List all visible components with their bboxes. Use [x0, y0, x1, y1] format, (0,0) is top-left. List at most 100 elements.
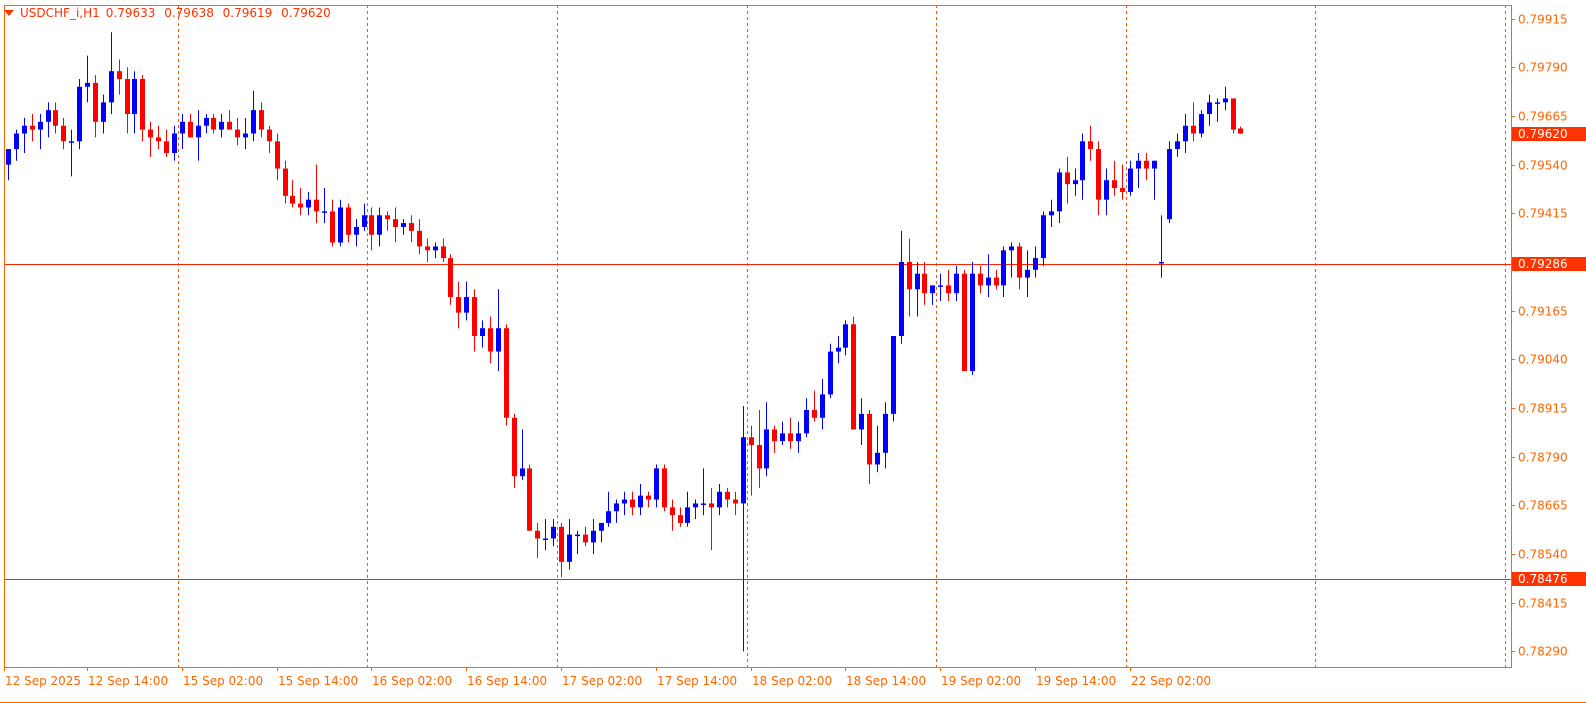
candle-body [685, 507, 690, 523]
candle [1159, 215, 1164, 278]
time-tick-label: 15 Sep 02:00 [183, 674, 263, 688]
candle-body [441, 246, 446, 259]
time-tick-label: 16 Sep 02:00 [372, 674, 452, 688]
candle-body [1199, 114, 1204, 134]
candle [638, 483, 643, 516]
candle-body [409, 223, 414, 231]
price-tick-label: 0.78290 [1518, 645, 1568, 659]
candle-body [938, 285, 943, 287]
candle [211, 114, 216, 134]
candle-body [298, 203, 303, 208]
time-tick-label: 17 Sep 02:00 [562, 674, 642, 688]
close-value: 0.79620 [281, 6, 331, 20]
candle [685, 491, 690, 527]
dropdown-triangle-icon[interactable] [4, 10, 14, 16]
candle-body [1191, 125, 1196, 134]
candle [409, 215, 414, 243]
candle-body [915, 273, 920, 290]
candle [140, 75, 145, 142]
candle [875, 425, 880, 473]
candle-body [243, 133, 248, 138]
candle [227, 110, 232, 130]
candle-body [1231, 98, 1236, 130]
candle [267, 125, 272, 153]
candle [1167, 141, 1172, 224]
candle [243, 117, 248, 150]
candle-body [1017, 246, 1022, 278]
candle [970, 262, 975, 375]
candle-body [417, 230, 422, 247]
candle [93, 75, 98, 138]
candle [1136, 152, 1141, 189]
candle [851, 316, 856, 430]
candle [986, 254, 991, 298]
price-tick-label: 0.79165 [1518, 305, 1568, 319]
time-tick-label: 18 Sep 02:00 [752, 674, 832, 688]
candle [219, 114, 224, 138]
candle [843, 320, 848, 356]
candle-body [1096, 149, 1101, 200]
candle [1088, 125, 1093, 161]
candle-body [425, 246, 430, 251]
time-tick-label: 15 Sep 14:00 [278, 674, 358, 688]
candle [512, 413, 517, 488]
candle-body [812, 409, 817, 418]
open-value: 0.79633 [105, 6, 156, 20]
candle [1238, 126, 1243, 134]
candle [527, 464, 532, 531]
candle [520, 429, 525, 481]
candle [622, 491, 627, 516]
candle-body [1238, 128, 1243, 134]
candle-body [464, 297, 469, 313]
candle [1144, 152, 1149, 181]
candle-body [883, 413, 888, 453]
candle [369, 207, 374, 251]
candle [828, 343, 833, 399]
candle [978, 265, 983, 294]
candle-body [1128, 168, 1133, 192]
candle-body [772, 429, 777, 442]
candle-body [1001, 250, 1006, 286]
candle [156, 125, 161, 150]
price-tick-label: 0.78790 [1518, 451, 1568, 465]
candle [22, 117, 27, 153]
candle [85, 55, 90, 103]
chart-frame [0, 5, 1586, 703]
candle-body [599, 522, 604, 531]
chart-header: USDCHF_i,H1 0.79633 0.79638 0.79619 0.79… [4, 4, 336, 22]
candle [46, 102, 51, 138]
candle [290, 180, 295, 208]
candle-body [693, 503, 698, 508]
symbol-label: USDCHF_i,H1 [20, 6, 100, 20]
time-tick-label: 19 Sep 14:00 [1036, 674, 1116, 688]
candle-body [630, 499, 635, 508]
price-tags: 0.79286 0.78476 0.79620 [1512, 127, 1586, 586]
candle [14, 129, 19, 161]
candle-body [306, 199, 311, 208]
candle-body [757, 445, 762, 469]
candle-body [385, 215, 390, 220]
candle-body [591, 530, 596, 543]
candle [1041, 211, 1046, 266]
candle [109, 32, 114, 115]
candle [456, 281, 461, 329]
candle [235, 117, 240, 146]
candle [678, 507, 683, 527]
candle-body [1144, 160, 1149, 169]
candle-body [480, 328, 485, 336]
candle [606, 491, 611, 527]
candle-body [1120, 188, 1125, 192]
candle-body [109, 71, 114, 103]
candle-body [85, 82, 90, 87]
candle [1080, 133, 1085, 200]
time-tick-label: 12 Sep 2025 [5, 674, 81, 688]
candle-body [527, 468, 532, 531]
candle-body [148, 129, 153, 138]
candle [259, 102, 264, 138]
candle-body [741, 437, 746, 504]
candle-body [646, 495, 651, 500]
candle-body [1152, 160, 1157, 169]
candle-body [749, 437, 754, 446]
